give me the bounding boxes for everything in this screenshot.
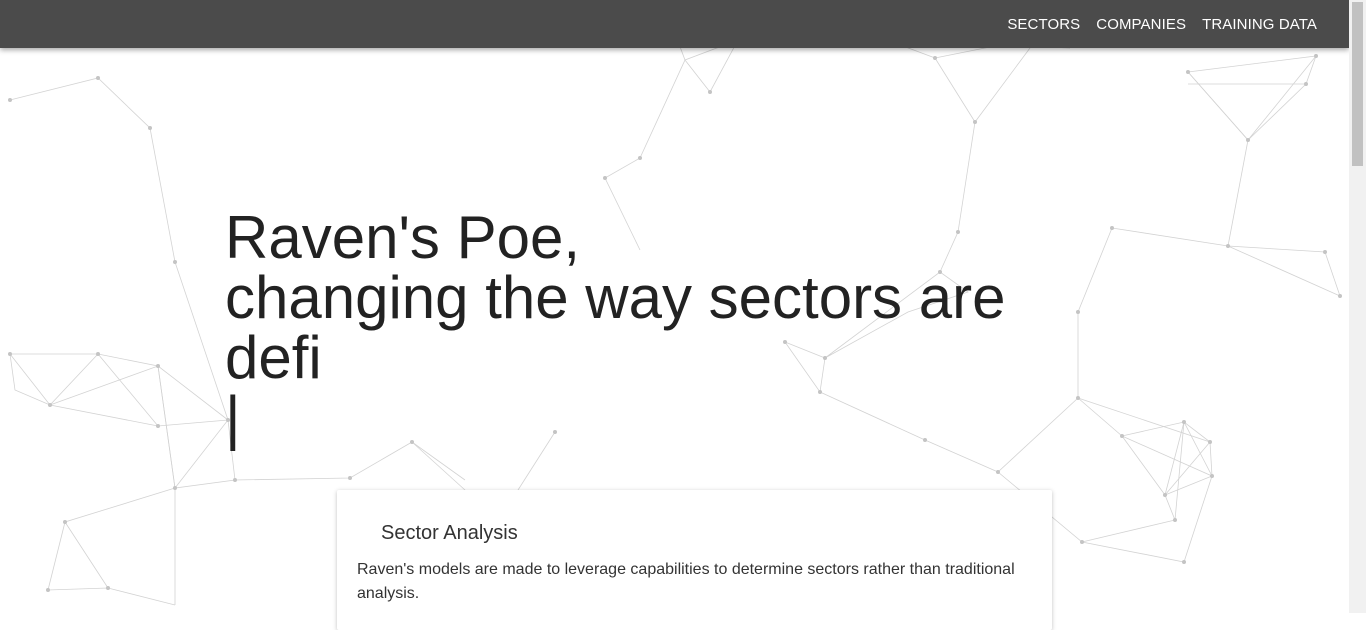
scrollbar-thumb[interactable]: [1352, 2, 1363, 166]
hero-line-3: defi |: [225, 328, 1005, 448]
nav-links: SECTORS COMPANIES TRAINING DATA: [991, 0, 1317, 48]
hero-title: Raven's Poe, changing the way sectors ar…: [225, 208, 1005, 448]
vertical-scrollbar[interactable]: [1349, 0, 1366, 613]
hero-typed-text: defi: [225, 324, 322, 391]
hero-line-2: changing the way sectors are: [225, 264, 1006, 331]
card-title: Sector Analysis: [381, 522, 518, 544]
hero-line-1: Raven's Poe,: [225, 204, 580, 271]
typing-cursor: |: [225, 384, 241, 451]
nav-link-sectors[interactable]: SECTORS: [1007, 15, 1081, 33]
sector-analysis-card: Sector Analysis Raven's models are made …: [337, 490, 1052, 630]
card-description: Raven's models are made to leverage capa…: [357, 561, 1015, 602]
nav-link-companies[interactable]: COMPANIES: [1096, 15, 1187, 33]
nav-link-training-data[interactable]: TRAINING DATA: [1202, 15, 1317, 33]
top-navbar: SECTORS COMPANIES TRAINING DATA: [0, 0, 1349, 48]
